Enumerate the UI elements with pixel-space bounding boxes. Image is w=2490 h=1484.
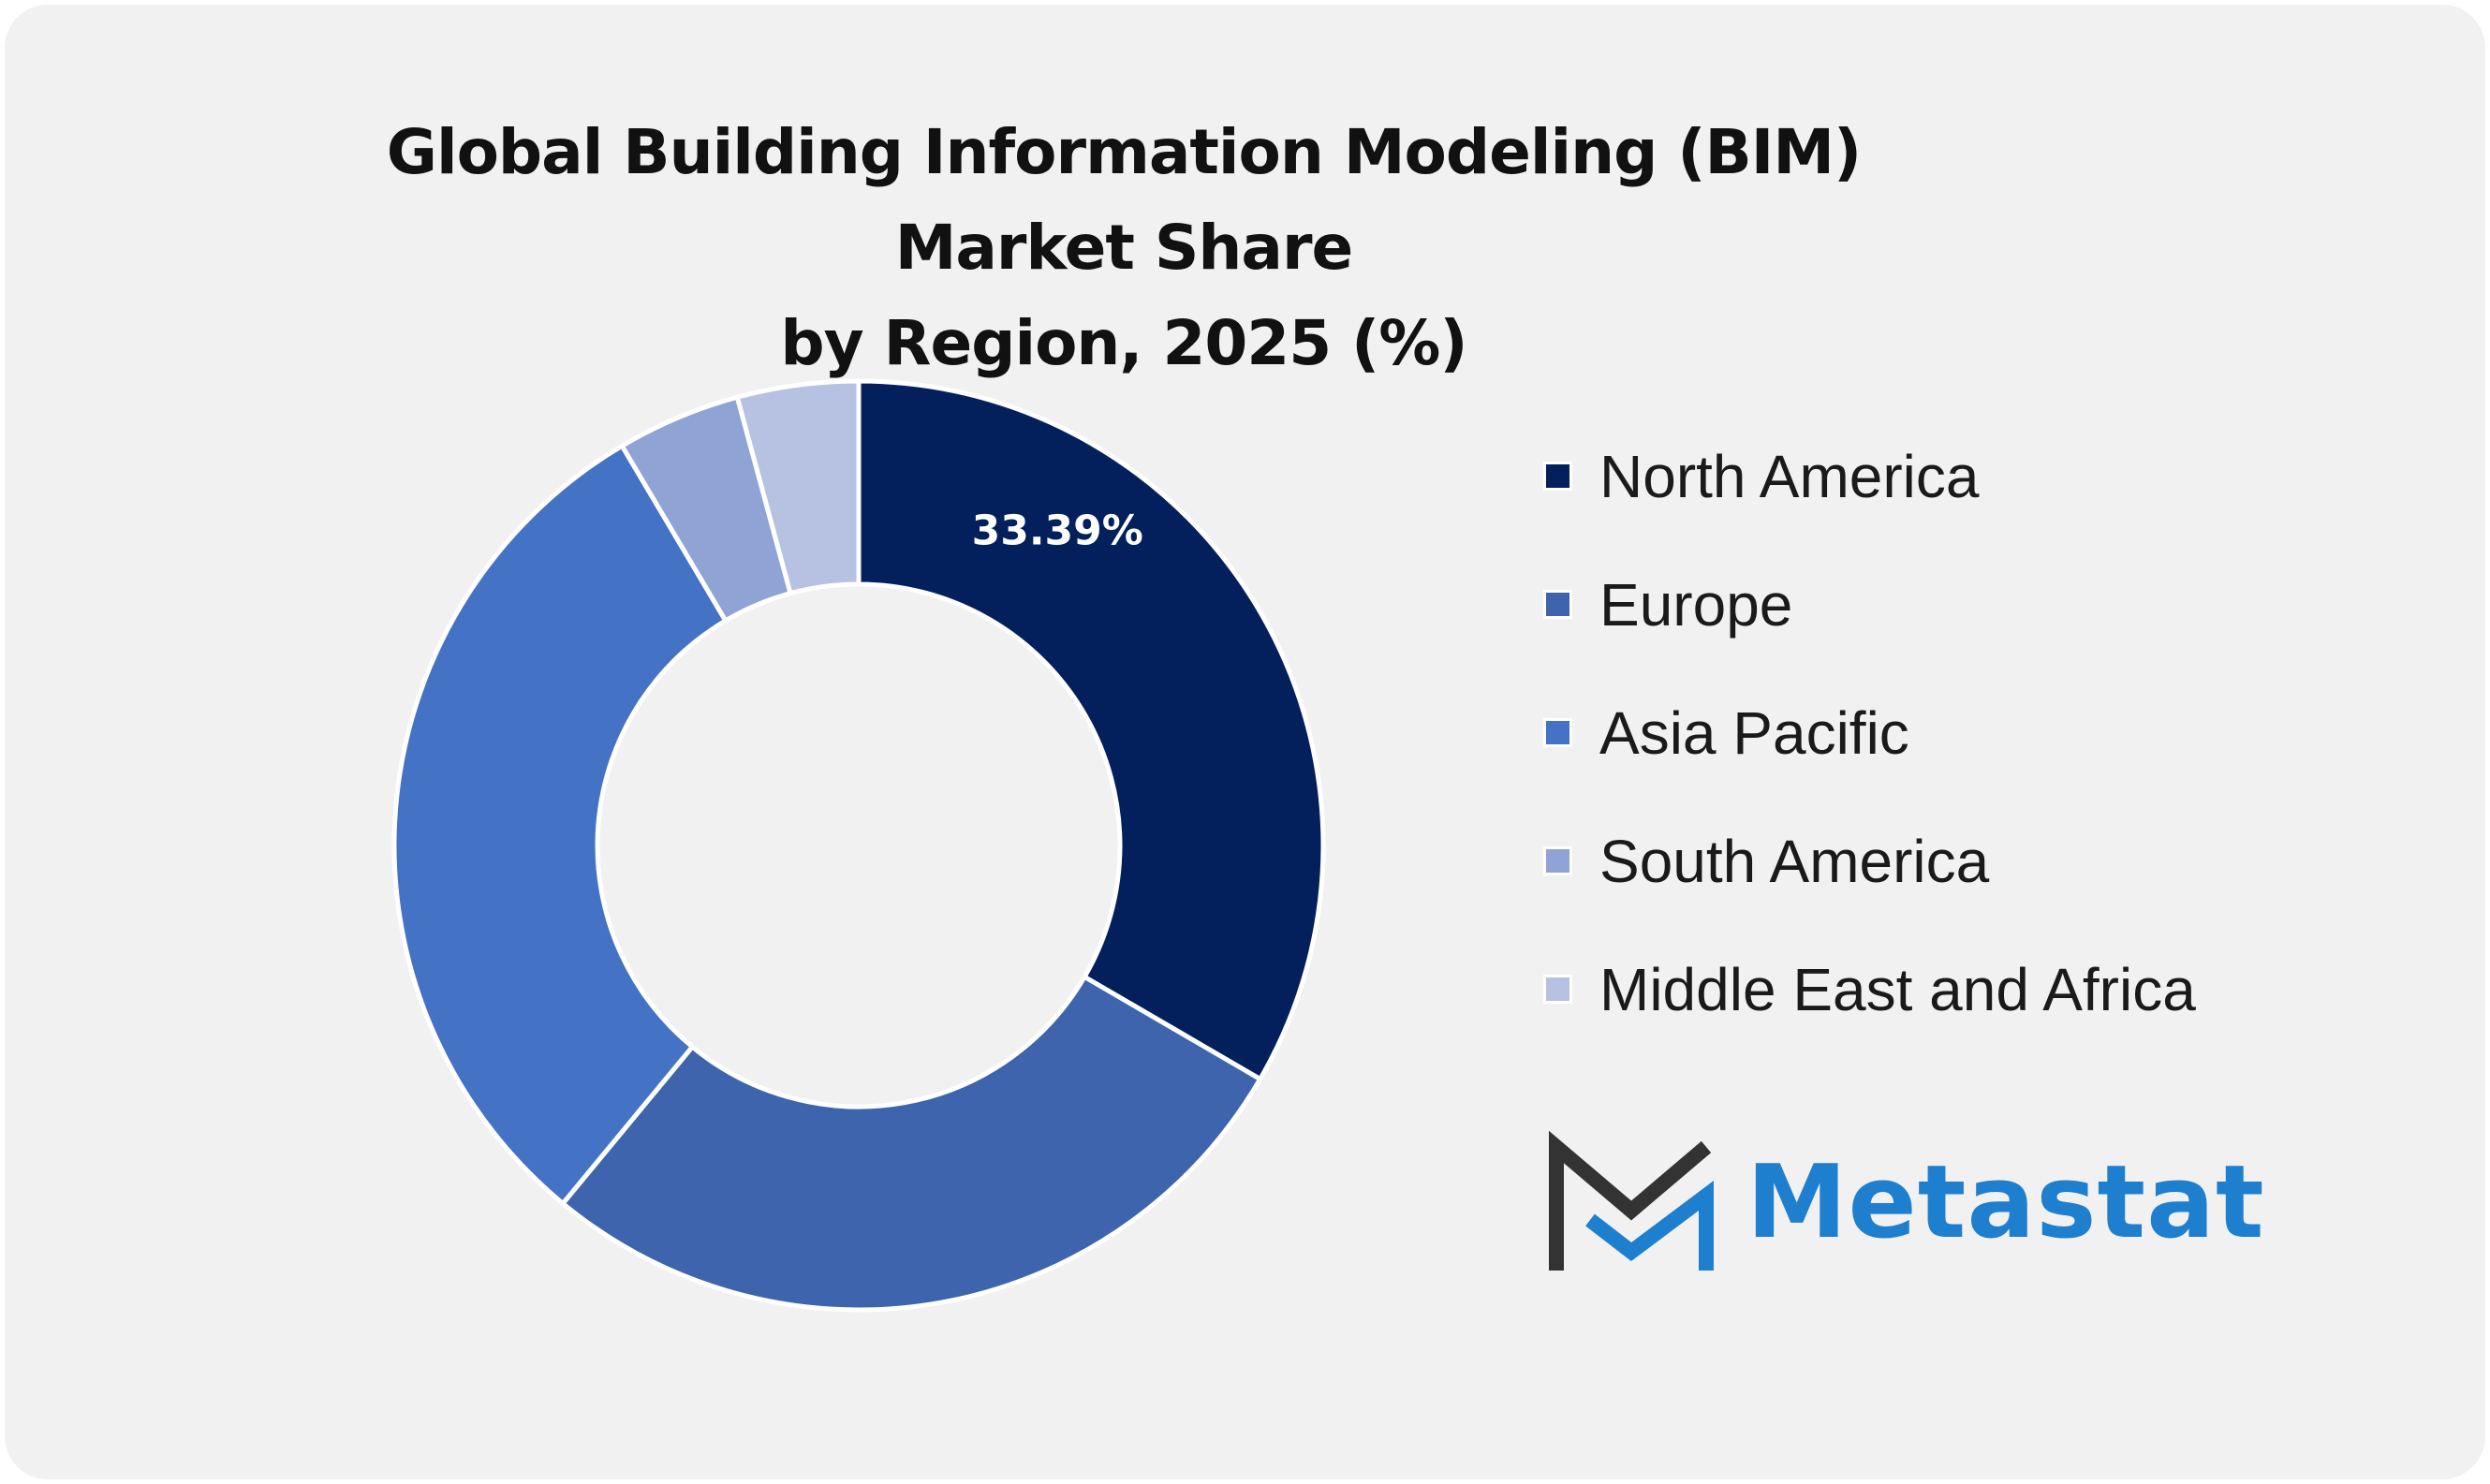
donut-slice-asia-pacific bbox=[391, 442, 729, 1207]
donut-slice-north-america bbox=[856, 378, 1326, 1082]
legend-label-asia-pacific: Asia Pacific bbox=[1599, 699, 1909, 767]
legend-swatch-south-america bbox=[1543, 846, 1572, 875]
donut-slice-middle-east-and-africa bbox=[734, 378, 862, 596]
legend-label-middle-east-and-africa: Middle East and Africa bbox=[1599, 956, 2196, 1023]
legend-item-asia-pacific: Asia Pacific bbox=[1543, 697, 2386, 771]
metastat-logo: Metastat bbox=[1545, 1128, 2264, 1278]
data-label-north-america: 33.39% bbox=[972, 507, 1143, 554]
legend-item-north-america: North America bbox=[1543, 440, 2386, 515]
legend-item-south-america: South America bbox=[1543, 825, 2386, 900]
metastat-logo-text: Metastat bbox=[1746, 1144, 2265, 1261]
legend-item-middle-east-and-africa: Middle East and Africa bbox=[1543, 953, 2386, 1028]
legend-label-north-america: North America bbox=[1599, 443, 1980, 510]
chart-title: Global Building Information Modeling (BI… bbox=[281, 105, 1967, 391]
legend-swatch-asia-pacific bbox=[1543, 718, 1572, 747]
chart-title-line-1: Global Building Information Modeling (BI… bbox=[386, 116, 1862, 284]
legend-item-europe: Europe bbox=[1543, 568, 2386, 643]
legend-label-europe: Europe bbox=[1599, 571, 1793, 639]
chart-title-line-2: by Region, 2025 (%) bbox=[780, 307, 1467, 379]
legend-swatch-middle-east-and-africa bbox=[1543, 975, 1572, 1004]
metastat-m-logo-icon bbox=[1549, 1130, 1714, 1271]
legend-swatch-north-america bbox=[1543, 462, 1572, 491]
legend-swatch-europe bbox=[1543, 590, 1572, 619]
donut-slice-europe bbox=[559, 973, 1264, 1313]
legend-label-south-america: South America bbox=[1599, 828, 1990, 895]
